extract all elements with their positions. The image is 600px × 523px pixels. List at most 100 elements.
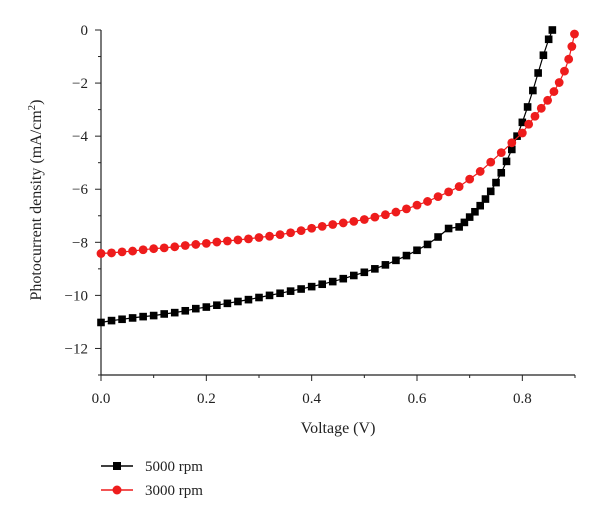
data-point-square xyxy=(107,316,116,325)
data-point-circle xyxy=(560,66,569,76)
data-point-circle xyxy=(307,223,317,233)
y-tick-label: −6 xyxy=(72,182,88,198)
data-point-circle xyxy=(465,174,475,184)
data-point-circle xyxy=(524,119,534,129)
data-point-square xyxy=(371,265,379,273)
data-point-square xyxy=(255,293,263,302)
data-point-square xyxy=(423,240,432,249)
data-point-circle xyxy=(180,241,190,250)
data-point-square xyxy=(548,26,557,34)
data-point-square xyxy=(244,295,253,304)
data-point-circle xyxy=(359,215,369,224)
y-axis-title-close: ) xyxy=(28,99,45,104)
data-point-circle xyxy=(96,249,106,258)
data-point-square xyxy=(471,207,479,216)
data-point-square xyxy=(413,246,421,255)
plot-axes xyxy=(100,30,575,376)
data-point-square xyxy=(460,218,469,227)
data-point-circle xyxy=(549,87,559,96)
data-point-square xyxy=(508,145,516,154)
y-axis-title: Photocurrent density (mA/cm2) xyxy=(26,99,45,300)
legend-item-3000rpm: 3000 rpm xyxy=(101,483,203,499)
data-point-square xyxy=(328,277,337,286)
data-point-circle xyxy=(423,197,432,206)
legend-item-5000rpm: 5000 rpm xyxy=(101,459,203,475)
data-point-circle xyxy=(149,244,159,254)
data-point-square xyxy=(286,287,295,295)
y-tick-label: −8 xyxy=(72,235,88,251)
data-point-circle xyxy=(117,247,127,257)
data-point-circle xyxy=(286,228,295,238)
data-point-circle xyxy=(517,128,527,138)
data-point-circle xyxy=(536,103,546,113)
data-point-circle xyxy=(159,243,169,253)
legend-label-3000rpm: 3000 rpm xyxy=(145,483,203,499)
data-point-square xyxy=(213,301,221,310)
data-point-circle xyxy=(433,192,443,202)
data-point-square xyxy=(529,86,537,95)
data-point-circle xyxy=(507,138,517,148)
x-axis-title: Voltage (V) xyxy=(301,420,376,437)
data-point-square xyxy=(350,271,358,280)
data-point-circle xyxy=(349,216,359,226)
data-point-circle xyxy=(391,207,401,217)
y-tick-label: −10 xyxy=(65,288,88,304)
data-point-circle xyxy=(138,245,148,255)
data-point-square xyxy=(360,268,369,277)
y-axis-title-main: Photocurrent density (mA/cm xyxy=(28,110,45,301)
data-point-circle xyxy=(107,248,116,258)
data-point-square xyxy=(149,311,158,320)
data-point-square xyxy=(97,318,105,327)
data-point-square xyxy=(392,256,400,265)
data-point-circle xyxy=(554,78,564,87)
data-point-square xyxy=(465,213,474,221)
data-point-square xyxy=(481,195,490,203)
data-point-circle xyxy=(381,210,390,220)
data-point-square xyxy=(139,312,147,321)
data-point-circle xyxy=(201,238,211,248)
y-tick-label: 0 xyxy=(81,23,89,39)
data-point-square xyxy=(128,314,137,322)
data-point-square xyxy=(518,118,527,127)
data-point-circle xyxy=(191,240,201,249)
data-point-circle xyxy=(370,212,380,222)
data-point-square xyxy=(318,280,326,289)
data-point-square xyxy=(223,299,232,308)
data-point-circle xyxy=(475,167,485,176)
data-point-square xyxy=(297,285,305,293)
series-3000rpm xyxy=(96,29,579,258)
data-point-square xyxy=(523,103,532,111)
legend-marker-circle xyxy=(112,485,122,495)
data-point-square xyxy=(181,306,190,315)
data-point-square xyxy=(455,223,463,231)
y-axis-title-superscript: 2 xyxy=(26,105,38,111)
data-point-square xyxy=(307,282,316,291)
data-point-square xyxy=(381,261,390,269)
data-point-circle xyxy=(444,187,453,197)
data-point-circle xyxy=(454,182,464,191)
series-line xyxy=(100,29,553,324)
data-point-circle xyxy=(564,54,574,64)
data-point-square xyxy=(444,224,453,233)
y-tick-label: −2 xyxy=(72,76,88,92)
series-5000rpm xyxy=(97,26,557,327)
data-point-circle xyxy=(296,226,306,236)
data-point-circle xyxy=(233,235,243,245)
data-point-square xyxy=(276,289,284,298)
data-point-circle xyxy=(570,29,579,39)
y-tick-label: −12 xyxy=(65,341,88,357)
y-tick-label: −4 xyxy=(72,129,88,145)
data-point-square xyxy=(492,178,500,187)
data-point-circle xyxy=(128,246,138,256)
data-point-square xyxy=(534,69,542,77)
data-point-square xyxy=(118,315,126,324)
data-series xyxy=(96,26,579,327)
data-point-circle xyxy=(338,218,348,228)
data-point-circle xyxy=(254,233,264,242)
x-tick-label: 0.8 xyxy=(513,391,532,407)
data-point-square xyxy=(265,291,274,300)
data-point-square xyxy=(513,132,521,140)
data-point-square xyxy=(170,308,179,317)
data-point-circle xyxy=(543,95,553,105)
